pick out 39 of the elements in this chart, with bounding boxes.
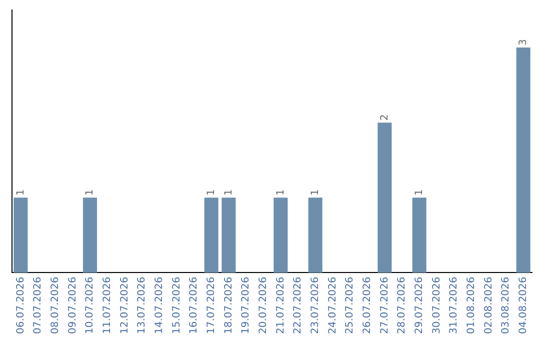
x-tick-label: 01.08.2026 [466,276,477,334]
data-label: 1 [310,189,321,196]
x-tick-label: 09.07.2026 [67,276,78,334]
x-tick-label: 04.08.2026 [518,276,529,334]
x-tick-label: 18.07.2026 [223,276,234,334]
x-tick-label: 15.07.2026 [171,276,182,334]
x-tick-label: 24.07.2026 [327,276,338,334]
x-tick-label: 12.07.2026 [119,276,130,334]
x-tick-label: 13.07.2026 [136,276,148,334]
data-label: 1 [206,189,217,196]
data-label: 1 [15,189,26,196]
x-tick-label: 08.07.2026 [50,276,61,334]
x-tick-label: 07.07.2026 [32,276,44,334]
data-label: 2 [379,114,390,121]
x-tick-label: 29.07.2026 [414,276,425,334]
data-label: 1 [84,189,96,196]
x-tick-label: 25.07.2026 [344,276,356,334]
x-tick-label: 11.07.2026 [102,276,113,334]
x-tick-label: 31.07.2026 [448,276,460,334]
x-tick-label: 27.07.2026 [379,276,390,334]
x-tick-label: 20.07.2026 [258,276,269,334]
x-tick-label: 06.07.2026 [15,276,26,334]
x-tick-label: 21.07.2026 [275,276,286,334]
x-tick-label: 22.07.2026 [292,276,304,334]
x-tick-label: 19.07.2026 [240,276,252,334]
x-tick-label: 28.07.2026 [396,276,408,334]
x-tick-label: 14.07.2026 [154,276,165,334]
x-tick-label: 03.08.2026 [500,276,512,334]
x-tick-label: 02.08.2026 [483,276,494,334]
data-label: 1 [414,189,425,196]
x-tick-label: 17.07.2026 [206,276,217,334]
data-label: 1 [275,189,286,196]
data-label: 1 [223,189,234,196]
x-tick-label: 26.07.2026 [362,276,373,334]
x-tick-label: 10.07.2026 [84,276,96,334]
data-label: 3 [518,39,529,46]
x-tick-label: 30.07.2026 [431,276,442,334]
x-tick-label: 16.07.2026 [188,276,200,334]
x-tick-label: 23.07.2026 [310,276,321,334]
